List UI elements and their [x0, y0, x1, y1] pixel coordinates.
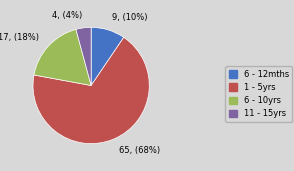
Text: 9, (10%): 9, (10%): [112, 13, 147, 22]
Wedge shape: [33, 37, 149, 144]
Wedge shape: [76, 27, 91, 86]
Legend: 6 - 12mths, 1 - 5yrs, 6 - 10yrs, 11 - 15yrs: 6 - 12mths, 1 - 5yrs, 6 - 10yrs, 11 - 15…: [225, 67, 292, 122]
Text: 4, (4%): 4, (4%): [51, 11, 82, 20]
Wedge shape: [91, 27, 124, 86]
Text: 65, (68%): 65, (68%): [118, 146, 160, 155]
Wedge shape: [34, 29, 91, 86]
Text: 17, (18%): 17, (18%): [0, 33, 39, 42]
